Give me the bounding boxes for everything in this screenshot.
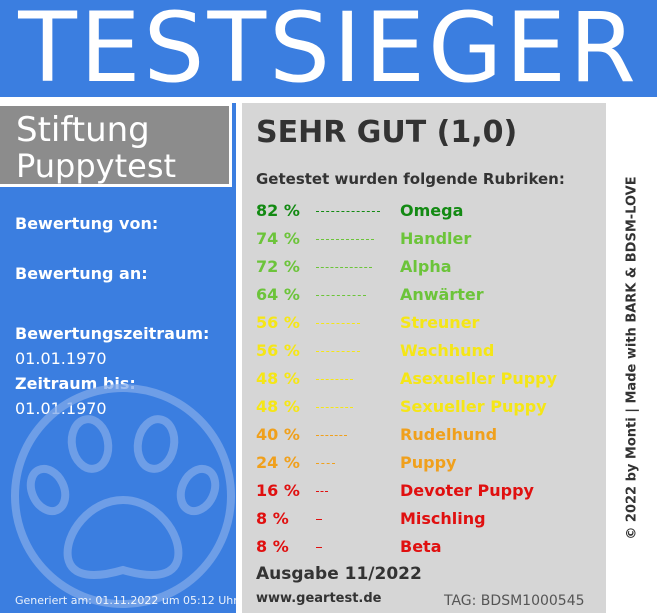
rubric-name: Anwärter (400, 285, 484, 304)
rubric-name: Devoter Puppy (400, 481, 534, 500)
rubric-score-line (316, 435, 347, 436)
rubric-score-line (316, 547, 322, 548)
rubrics-subtitle: Getestet wurden folgende Rubriken: (256, 170, 565, 188)
rubric-row: 56 % Streuner (256, 310, 596, 336)
rubric-name: Rudelhund (400, 425, 498, 444)
rubric-score-line (316, 239, 374, 240)
rubric-score-line (316, 379, 353, 380)
result-panel: SEHR GUT (1,0) Getestet wurden folgende … (242, 103, 606, 613)
rubric-name: Asexueller Puppy (400, 369, 558, 388)
rubric-percent: 64 % (256, 285, 300, 304)
rubric-percent: 24 % (256, 453, 300, 472)
rubric-percent: 40 % (256, 425, 300, 444)
rubric-percent: 56 % (256, 313, 300, 332)
rubric-percent: 8 % (256, 537, 289, 556)
bewertung-von-label: Bewertung von: (15, 214, 159, 233)
rubric-name: Streuner (400, 313, 480, 332)
rubric-score-line (316, 211, 380, 212)
rubric-percent: 56 % (256, 341, 300, 360)
rubric-row: 8 % Mischling (256, 506, 596, 532)
website-link[interactable]: www.geartest.de (256, 591, 382, 606)
brand-box: Stiftung Puppytest (0, 103, 232, 187)
rubric-row: 8 % Beta (256, 534, 596, 560)
rubric-name: Sexueller Puppy (400, 397, 547, 416)
rubric-row: 40 % Rudelhund (256, 422, 596, 448)
rubric-score-line (316, 463, 335, 464)
brand-name-line2: Puppytest (16, 147, 177, 185)
banner-title: TESTSIEGER (18, 0, 639, 97)
rubric-row: 24 % Puppy (256, 450, 596, 476)
rubric-score-line (316, 295, 366, 296)
overall-grade: SEHR GUT (1,0) (256, 115, 518, 150)
rubric-percent: 8 % (256, 509, 289, 528)
rubric-row: 74 % Handler (256, 226, 596, 252)
rubric-name: Alpha (400, 257, 452, 276)
generated-timestamp: Generiert am: 01.11.2022 um 05:12 Uhr (15, 594, 236, 607)
rubric-name: Puppy (400, 453, 457, 472)
tag-id: TAG: BDSM1000545 (444, 593, 585, 609)
brand-name-line1: Stiftung (16, 110, 150, 150)
rubric-score-line (316, 519, 322, 520)
issue-label: Ausgabe 11/2022 (256, 564, 422, 584)
rubric-name: Wachhund (400, 341, 495, 360)
rubric-percent: 72 % (256, 257, 300, 276)
bewertungszeitraum-value: 01.01.1970 (15, 349, 107, 368)
rubric-row: 82 % Omega (256, 198, 596, 224)
bewertung-an-label: Bewertung an: (15, 264, 148, 283)
rubric-row: 56 % Wachhund (256, 338, 596, 364)
rubric-score-line (316, 407, 353, 408)
rubric-score-line (316, 351, 360, 352)
rubric-score-line (316, 323, 360, 324)
rubric-percent: 74 % (256, 229, 300, 248)
rubric-row: 72 % Alpha (256, 254, 596, 280)
rubric-name: Mischling (400, 509, 486, 528)
rubric-row: 48 % Sexueller Puppy (256, 394, 596, 420)
rubric-name: Beta (400, 537, 442, 556)
rubric-score-line (316, 267, 372, 268)
rubric-percent: 16 % (256, 481, 300, 500)
rubric-score-line (316, 491, 328, 492)
rubric-row: 16 % Devoter Puppy (256, 478, 596, 504)
rubric-percent: 82 % (256, 201, 300, 220)
rubric-row: 64 % Anwärter (256, 282, 596, 308)
rubric-name: Handler (400, 229, 472, 248)
rubric-name: Omega (400, 201, 464, 220)
rubric-row: 48 % Asexueller Puppy (256, 366, 596, 392)
testsieger-banner: TESTSIEGER (0, 0, 657, 97)
rubric-percent: 48 % (256, 369, 300, 388)
paw-icon (11, 384, 235, 608)
copyright-vertical: © 2022 by Monti | Made with BARK & BDSM-… (612, 103, 652, 613)
copyright-text: © 2022 by Monti | Made with BARK & BDSM-… (624, 176, 640, 540)
left-panel: Stiftung Puppytest Bewertung von: Bewert… (0, 103, 236, 613)
bewertungszeitraum-label: Bewertungszeitraum: (15, 324, 210, 343)
rubric-percent: 48 % (256, 397, 300, 416)
